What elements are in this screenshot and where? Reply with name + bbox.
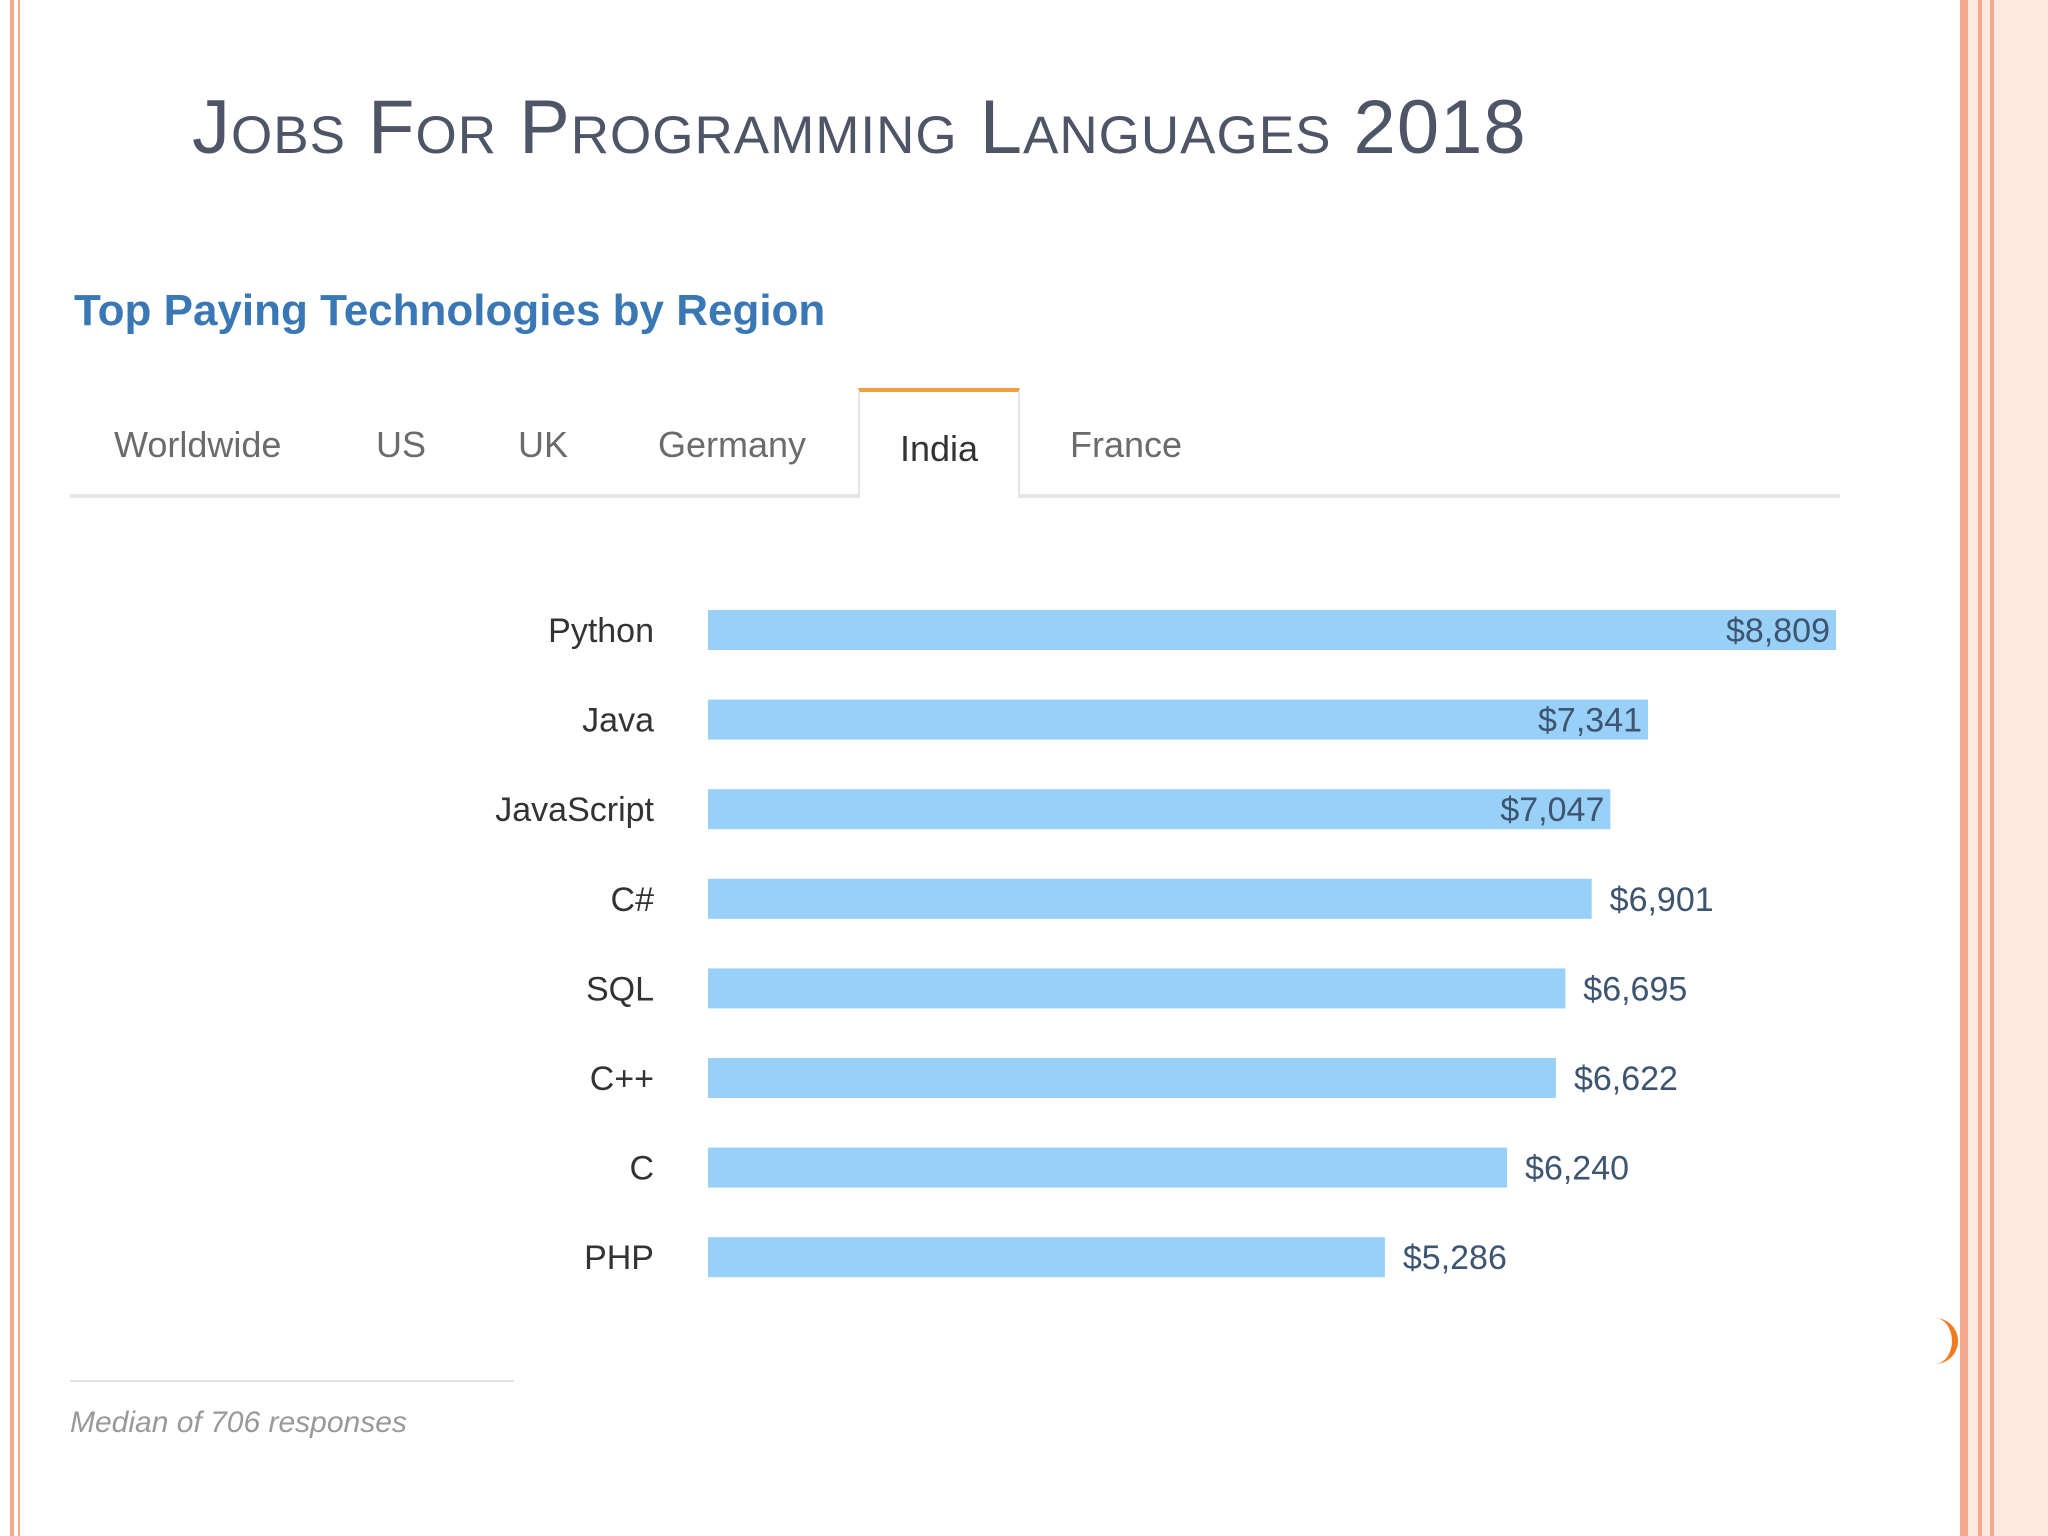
tab-france[interactable]: France: [1070, 424, 1183, 465]
value-label-csharp: $6,901: [1610, 881, 1714, 919]
bar-java: [708, 699, 1649, 740]
bar-php: [708, 1237, 1385, 1278]
tab-india[interactable]: India: [858, 388, 1021, 498]
slide-border-right-line: [1960, 0, 1968, 1536]
tab-germany[interactable]: Germany: [658, 424, 807, 465]
bar-c: [708, 1147, 1508, 1188]
tab-worldwide[interactable]: Worldwide: [114, 424, 282, 465]
category-label-php: PHP: [584, 1239, 654, 1277]
bar-csharp: [708, 878, 1592, 919]
bar-python: [708, 610, 1836, 650]
category-label-java: Java: [582, 702, 654, 740]
value-label-c: $6,240: [1525, 1150, 1629, 1188]
value-label-php: $5,286: [1403, 1239, 1507, 1277]
slide-ornament: [1934, 1318, 1958, 1364]
value-label-sql: $6,695: [1583, 970, 1687, 1008]
category-label-python: Python: [548, 612, 654, 650]
category-label-sql: SQL: [586, 970, 654, 1008]
slide-title: Jobs For Programming Languages 2018: [192, 85, 1527, 170]
value-label-python: $8,809: [1726, 612, 1830, 650]
slide-border-right: [1960, 0, 2048, 1536]
footer-divider: [70, 1380, 514, 1382]
category-label-cplusplus: C++: [590, 1060, 654, 1098]
tab-us[interactable]: US: [376, 424, 427, 465]
chart-title: Top Paying Technologies by Region: [74, 286, 826, 335]
value-label-javascript: $7,047: [1500, 791, 1604, 829]
slide-border-right-line: [1990, 0, 1994, 1536]
category-label-csharp: C#: [611, 881, 655, 919]
slide-border-left: [10, 0, 14, 1536]
value-label-cplusplus: $6,622: [1574, 1060, 1678, 1098]
category-label-javascript: JavaScript: [495, 791, 654, 829]
category-label-c: C: [629, 1150, 654, 1188]
slide-border-left-inner: [18, 0, 20, 1536]
value-label-java: $7,341: [1538, 702, 1642, 740]
bar-javascript: [708, 789, 1611, 830]
bar-sql: [708, 968, 1566, 1009]
slide-border-right-line: [1978, 0, 1982, 1536]
bar-cplusplus: [708, 1058, 1556, 1098]
tab-uk[interactable]: UK: [518, 424, 569, 465]
footnote: Median of 706 responses: [70, 1406, 407, 1439]
region-tabs: Worldwide US UK Germany India France: [70, 388, 1840, 498]
